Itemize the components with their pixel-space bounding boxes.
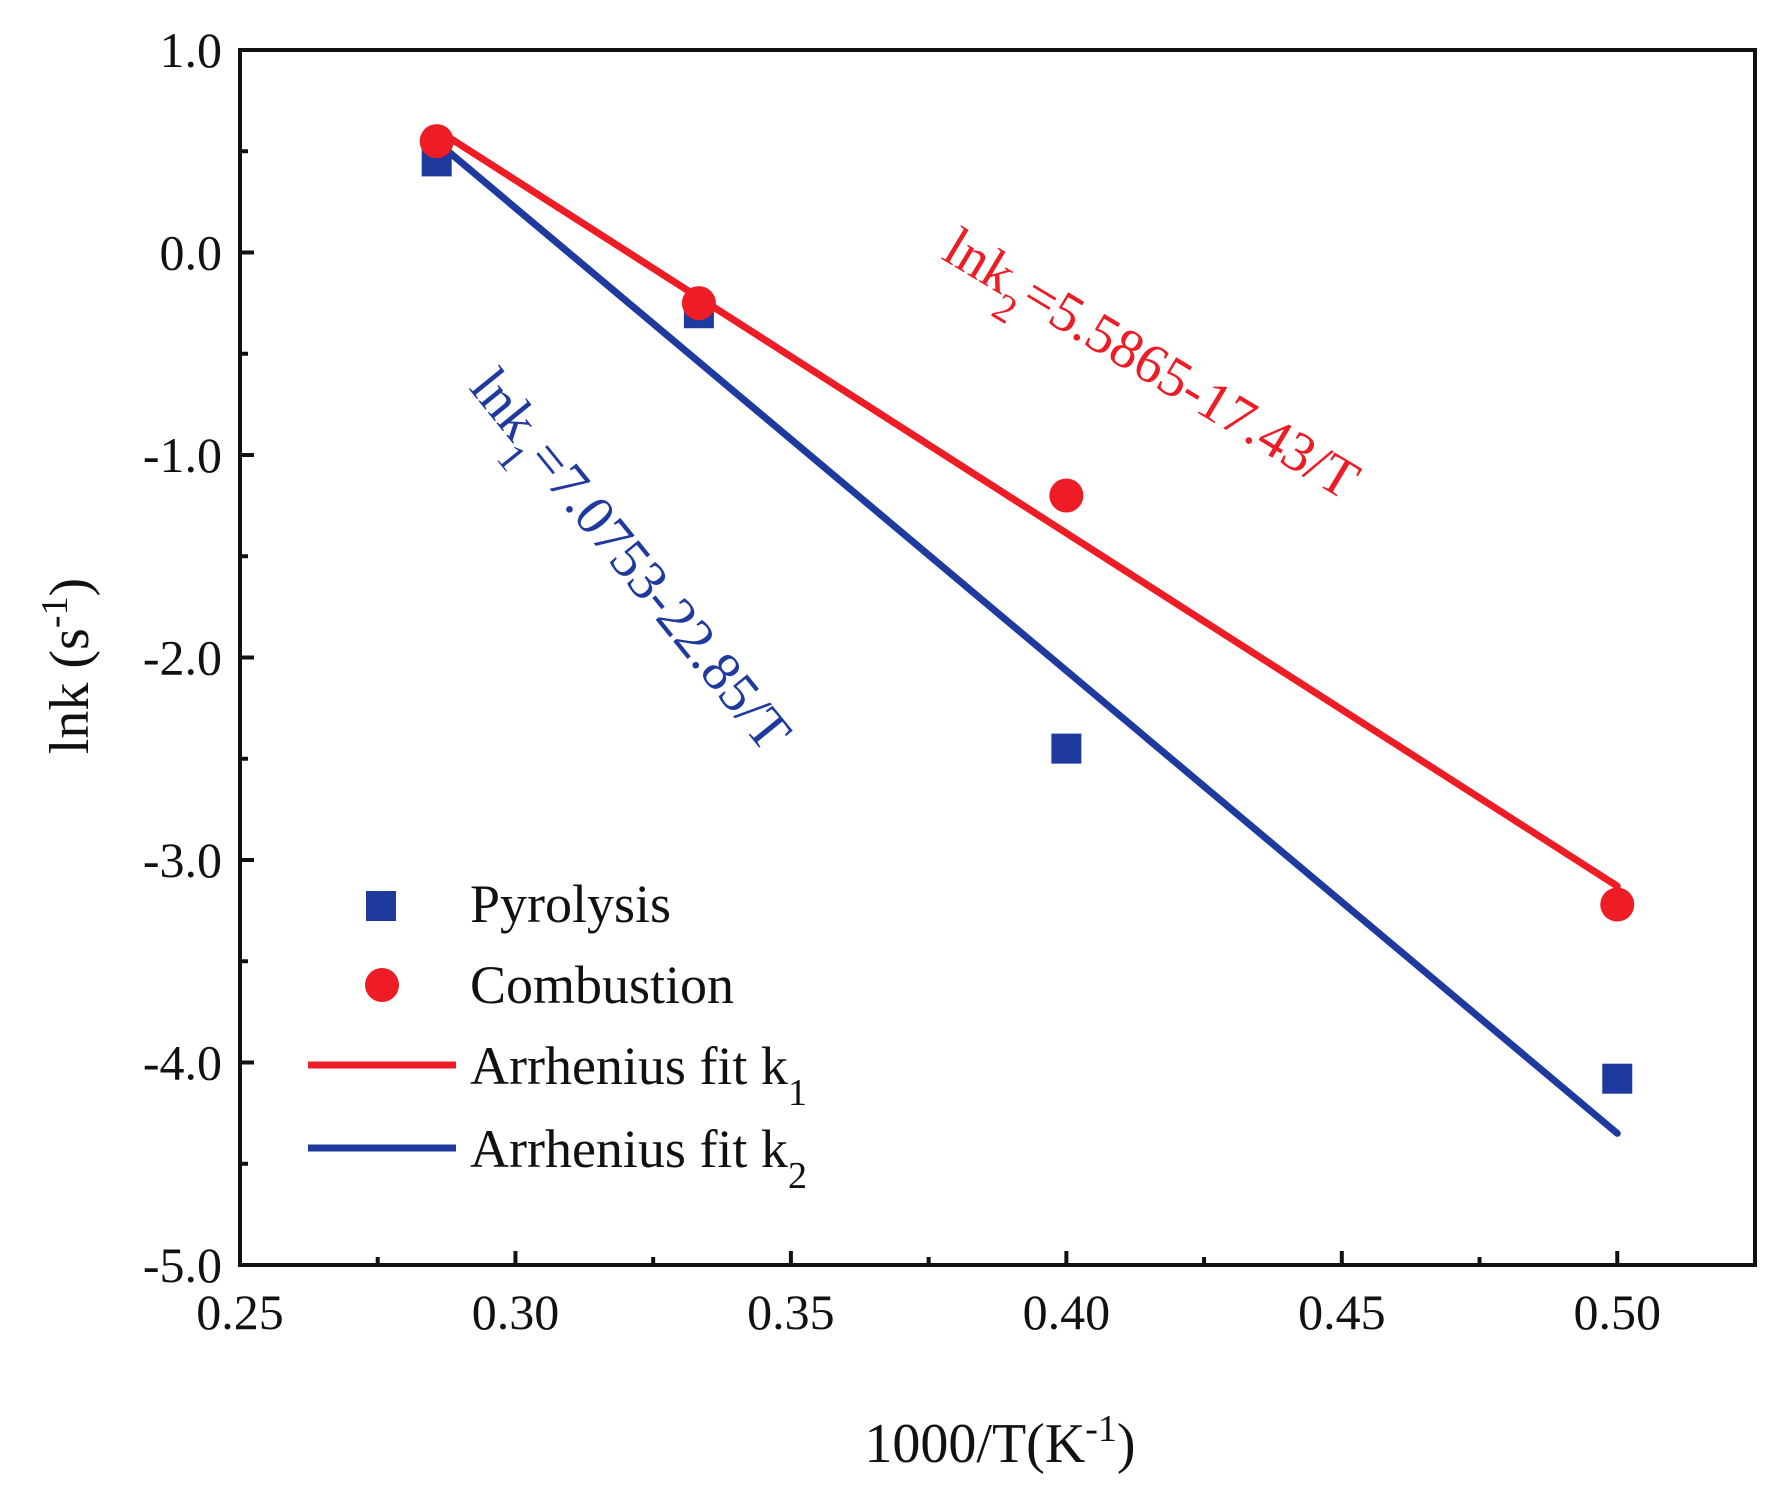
- x-tick-label: 0.30: [472, 1284, 560, 1340]
- legend-marker-pyrolysis: [366, 891, 396, 921]
- legend: Pyrolysis Combustion Arrhenius fit k1 Ar…: [308, 874, 807, 1197]
- legend-label-fit-k2: Arrhenius fit k2: [470, 1119, 807, 1197]
- x-axis-title-main: 1000/T(K: [864, 1413, 1085, 1475]
- y-axis-title-sup: -1: [34, 597, 76, 629]
- tick-labels: 0.25 0.30 0.35 0.40 0.45 0.50 1.0 0.0 -1.0 -2.0 -3…: [143, 22, 1661, 1340]
- x-axis-title: 1000/T(K-1): [864, 1408, 1135, 1475]
- y-tick-label: 1.0: [160, 22, 223, 78]
- y-tick-label: -3.0: [143, 832, 222, 888]
- x-tick-label: 0.45: [1298, 1284, 1386, 1340]
- equation-k2-body: =5.5865-17.43/T: [1012, 263, 1370, 512]
- y-axis-title: lnk (s-1): [34, 578, 101, 754]
- equation-k1-body: =7.0753-22.85/T: [516, 428, 803, 762]
- fit-lines: [433, 126, 1621, 1137]
- point-pyrolysis: [1602, 1063, 1633, 1094]
- y-axis-title-main: lnk (s: [39, 628, 101, 754]
- equation-k1-prefix: lnk: [458, 357, 551, 452]
- y-tick-label: -2.0: [143, 630, 222, 686]
- plot-frame: [238, 48, 1757, 1267]
- x-tick-label: 0.25: [196, 1284, 284, 1340]
- fit-line-k1: [433, 126, 1621, 890]
- legend-label-fit-k2-text: Arrhenius fit k: [470, 1119, 788, 1179]
- x-tick-label: 0.35: [747, 1284, 835, 1340]
- x-axis-title-close: ): [1117, 1413, 1136, 1475]
- x-tick-label: 0.40: [1023, 1284, 1111, 1340]
- point-pyrolysis: [1051, 733, 1082, 764]
- y-tick-label: 0.0: [160, 225, 223, 281]
- legend-label-pyrolysis: Pyrolysis: [470, 874, 671, 934]
- legend-label-fit-k1: Arrhenius fit k1: [470, 1036, 807, 1114]
- equation-k1-annotation: lnk1=7.0753-22.85/T: [444, 357, 803, 774]
- legend-label-fit-k2-sub: 2: [788, 1155, 807, 1197]
- point-combustion: [681, 286, 716, 321]
- legend-label-fit-k1-sub: 1: [788, 1072, 807, 1114]
- legend-label-combustion: Combustion: [470, 955, 734, 1015]
- y-tick-label: -5.0: [143, 1237, 222, 1293]
- legend-marker-combustion: [365, 968, 399, 1002]
- point-combustion: [1600, 887, 1635, 922]
- data-points: [419, 124, 1635, 1094]
- point-combustion: [1049, 478, 1084, 513]
- y-tick-label: -1.0: [143, 427, 222, 483]
- y-tick-label: -4.0: [143, 1035, 222, 1091]
- axis-ticks: [238, 48, 1620, 1267]
- x-tick-label: 0.50: [1574, 1284, 1662, 1340]
- point-combustion: [419, 124, 454, 159]
- legend-label-fit-k1-text: Arrhenius fit k: [470, 1036, 788, 1096]
- y-axis-title-close: ): [39, 578, 101, 597]
- fit-line-k2: [433, 138, 1621, 1137]
- x-axis-title-sup: -1: [1085, 1408, 1117, 1450]
